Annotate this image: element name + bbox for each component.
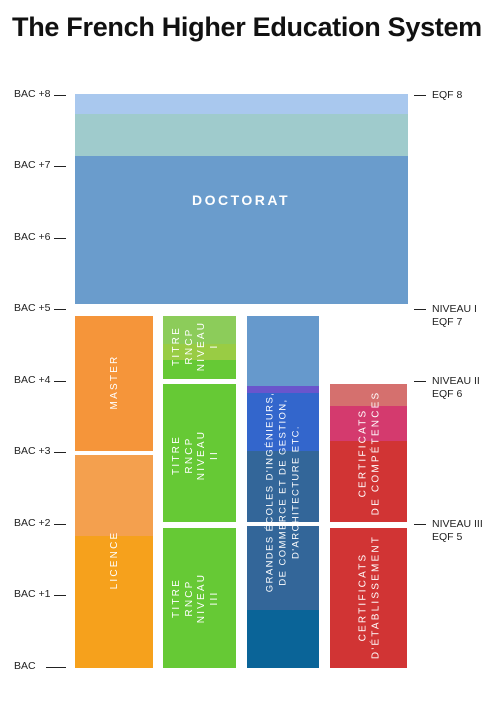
axis-label-bac2: BAC +2	[14, 517, 51, 529]
doctorat-mid-band	[75, 114, 408, 156]
right-label-niveau3: NIVEAU III EQF 5	[432, 518, 483, 544]
cert-competences-label: CERTIFICATS DE COMPÉTENCES	[357, 390, 382, 516]
rncp3-label: TITRE RNCP NIVEAU III	[171, 572, 220, 624]
rncp1-label: TITRE RNCP NIVEAU I	[171, 320, 220, 372]
grandes-ecoles-light	[247, 316, 319, 386]
grandes-ecoles-mid	[247, 451, 319, 610]
grandes-ecoles-dark	[247, 610, 319, 668]
grandes-ecoles-label: GRANDES ÉCOLES D'INGÉNIEURS, DE COMMERCE…	[264, 391, 302, 593]
right-label-niveau1: NIVEAU I EQF 7	[432, 303, 477, 329]
cert-competences-red	[330, 441, 407, 523]
axis-label-bac6: BAC +6	[14, 231, 51, 243]
grandes-ecoles-bright	[247, 393, 319, 451]
right-label-line: EQF 5	[432, 531, 463, 543]
axis-label-bac8: BAC +8	[14, 88, 51, 100]
licence-label: LICENCE	[108, 530, 120, 590]
rncp1-block-top	[163, 316, 236, 344]
tick-mark	[54, 381, 66, 382]
doctorat-main-band	[75, 156, 408, 304]
cert-etablissement-label: CERTIFICATS D'ÉTABLISSEMENT	[357, 534, 382, 660]
divider-bac3	[75, 451, 153, 455]
divider-bac5	[75, 304, 408, 307]
axis-label-bac: BAC	[14, 660, 36, 672]
divider-bac2	[163, 522, 407, 526]
tick-mark	[414, 95, 426, 96]
master-label: MASTER	[108, 354, 120, 410]
right-label-niveau2: NIVEAU II EQF 6	[432, 375, 480, 401]
licence-lower-block	[75, 536, 153, 668]
rncp2-label: TITRE RNCP NIVEAU II	[171, 429, 220, 481]
cert-competences-magenta	[330, 406, 407, 441]
right-label-line: NIVEAU I	[432, 303, 477, 315]
rncp2-block	[163, 384, 236, 523]
rncp1-block-bottom	[163, 360, 236, 379]
master-block	[75, 316, 153, 451]
tick-mark	[54, 595, 66, 596]
tick-mark	[54, 524, 66, 525]
right-label-line: EQF 7	[432, 316, 463, 328]
right-label-line: EQF 6	[432, 388, 463, 400]
page-title: The French Higher Education System	[12, 12, 482, 42]
tick-mark	[414, 524, 426, 525]
axis-label-bac5: BAC +5	[14, 302, 51, 314]
tick-mark	[414, 381, 426, 382]
axis-label-bac7: BAC +7	[14, 159, 51, 171]
doctorat-top-band	[75, 94, 408, 114]
axis-label-bac1: BAC +1	[14, 588, 51, 600]
tick-mark	[46, 667, 66, 668]
tick-mark	[54, 452, 66, 453]
tick-mark	[54, 238, 66, 239]
licence-upper-block	[75, 455, 153, 536]
cert-competences-pink	[330, 384, 407, 406]
right-label-line: EQF 8	[432, 89, 463, 101]
right-label-eqf8: EQF 8	[432, 89, 462, 102]
rncp1-block-mid	[163, 344, 236, 360]
rncp3-block	[163, 528, 236, 668]
tick-mark	[414, 309, 426, 310]
tick-mark	[54, 95, 66, 96]
doctorat-label: DOCTORAT	[191, 192, 291, 208]
tick-mark	[54, 309, 66, 310]
grandes-ecoles-purple	[247, 386, 319, 393]
cert-etablissement-block	[330, 528, 407, 668]
right-label-line: NIVEAU II	[432, 375, 480, 387]
right-label-line: NIVEAU III	[432, 518, 483, 530]
axis-label-bac3: BAC +3	[14, 445, 51, 457]
axis-label-bac4: BAC +4	[14, 374, 51, 386]
tick-mark	[54, 166, 66, 167]
